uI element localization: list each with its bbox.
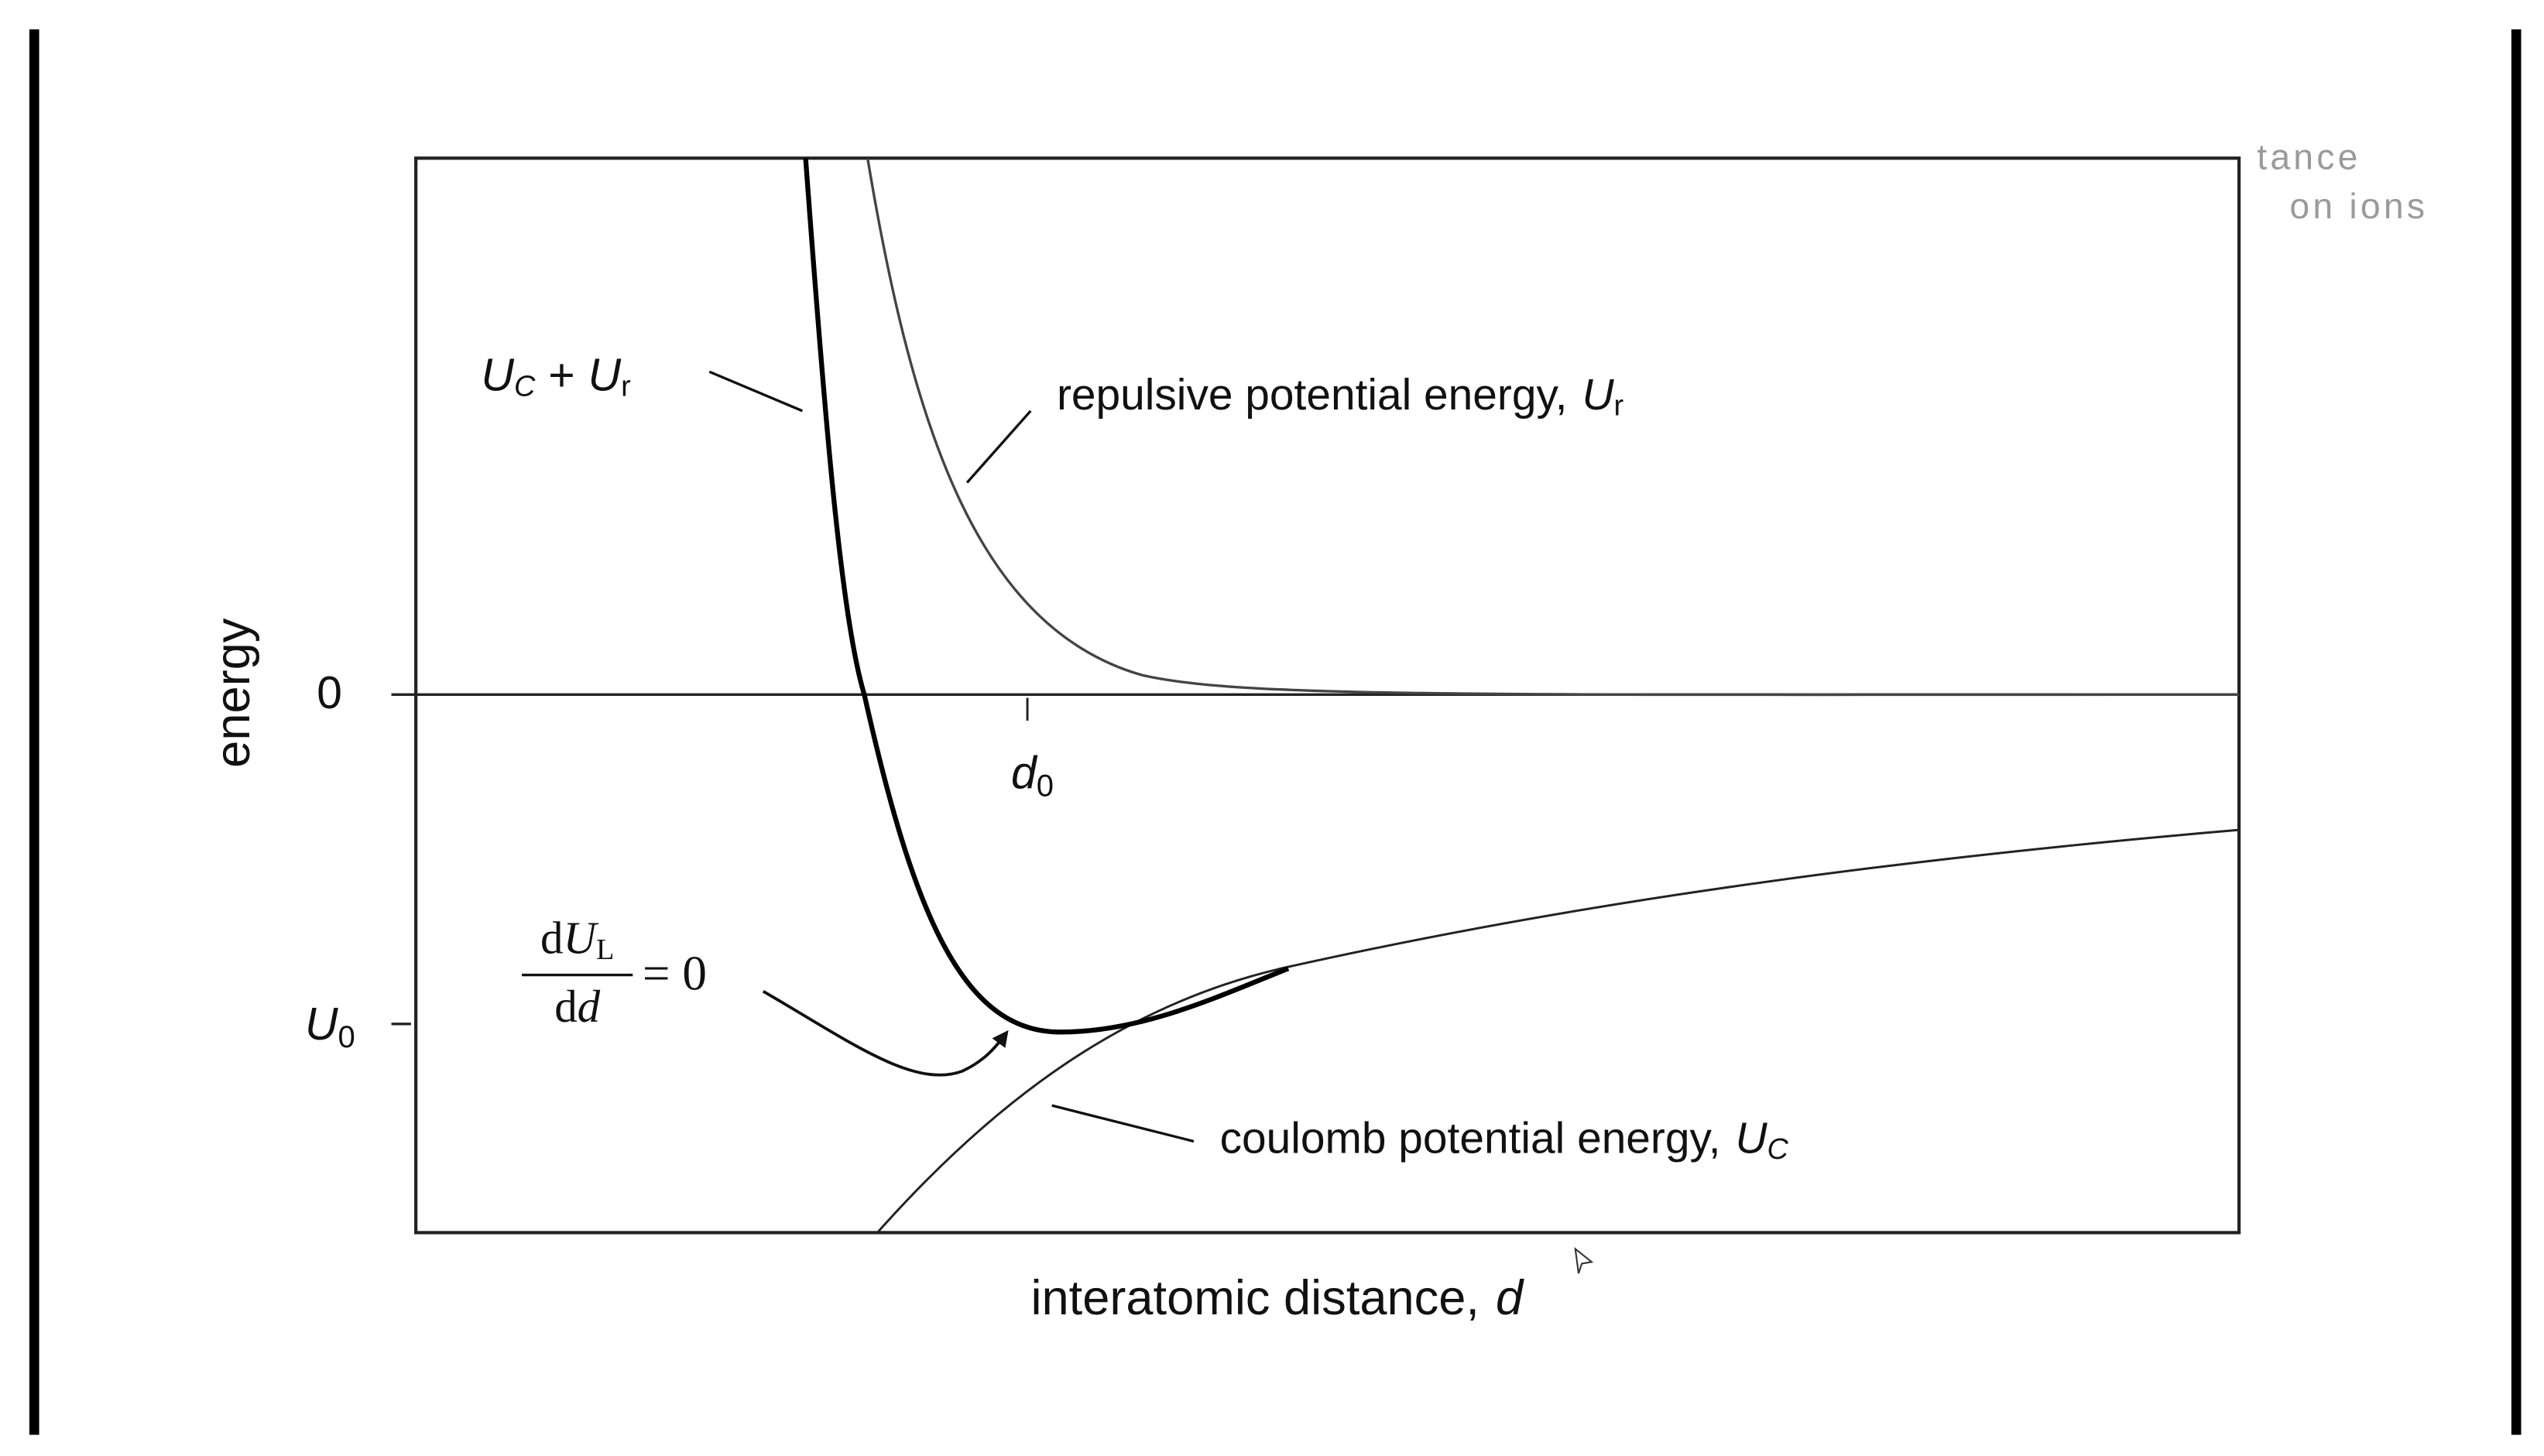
cropped-text: tance bbox=[2257, 137, 2361, 177]
x-axis-label: interatomic distance, d bbox=[1030, 1271, 1524, 1325]
subscript: C bbox=[514, 370, 536, 403]
total-curve bbox=[803, 158, 1290, 1035]
y-axis-label: energy bbox=[206, 618, 260, 768]
symbol: d bbox=[578, 980, 601, 1031]
leader-line bbox=[965, 409, 1032, 484]
subscript: L bbox=[596, 934, 614, 966]
label-text: coulomb potential energy, bbox=[1220, 1114, 1721, 1163]
symbol: d bbox=[1011, 748, 1038, 798]
symbol: U bbox=[1735, 1114, 1767, 1163]
derivative-label: dUL dd = 0 bbox=[522, 912, 707, 1031]
coulomb-label: coulomb potential energy, UC bbox=[1220, 1114, 1789, 1166]
subscript: r bbox=[621, 370, 631, 403]
numerator: dUL bbox=[540, 912, 614, 966]
repulsive-curve bbox=[866, 158, 2240, 697]
symbol: U bbox=[564, 912, 599, 963]
symbol: U bbox=[305, 999, 338, 1050]
subscript: 0 bbox=[1037, 769, 1054, 803]
leader-line bbox=[708, 370, 804, 413]
leader-line bbox=[1051, 1104, 1195, 1143]
left-bar bbox=[29, 29, 39, 1435]
operator: + bbox=[548, 350, 574, 400]
denominator: dd bbox=[554, 980, 600, 1031]
subscript: 0 bbox=[338, 1019, 355, 1053]
sum-label: UC + Ur bbox=[481, 350, 630, 403]
symbol: U bbox=[481, 350, 514, 400]
repulsive-label: repulsive potential energy, Ur bbox=[1057, 371, 1623, 423]
label-text: repulsive potential energy, bbox=[1057, 371, 1568, 420]
right-bar bbox=[2511, 29, 2522, 1435]
minimum-arrow bbox=[762, 990, 1009, 1077]
symbol: d bbox=[1496, 1271, 1524, 1325]
operator: d bbox=[554, 980, 577, 1031]
symbol: U bbox=[588, 350, 622, 400]
u0-label: U0 bbox=[305, 999, 355, 1054]
cursor bbox=[1574, 1247, 1594, 1274]
subscript: r bbox=[1614, 390, 1624, 423]
zero-label: 0 bbox=[317, 668, 342, 718]
equals-zero: = 0 bbox=[643, 946, 707, 1000]
label-text: interatomic distance, bbox=[1030, 1271, 1479, 1325]
d0-label: d0 bbox=[1011, 748, 1054, 803]
operator: d bbox=[540, 912, 563, 963]
symbol: U bbox=[1582, 371, 1614, 420]
cropped-text: on ions bbox=[2289, 186, 2428, 226]
coulomb-curve bbox=[876, 828, 2240, 1234]
subscript: C bbox=[1767, 1133, 1789, 1166]
